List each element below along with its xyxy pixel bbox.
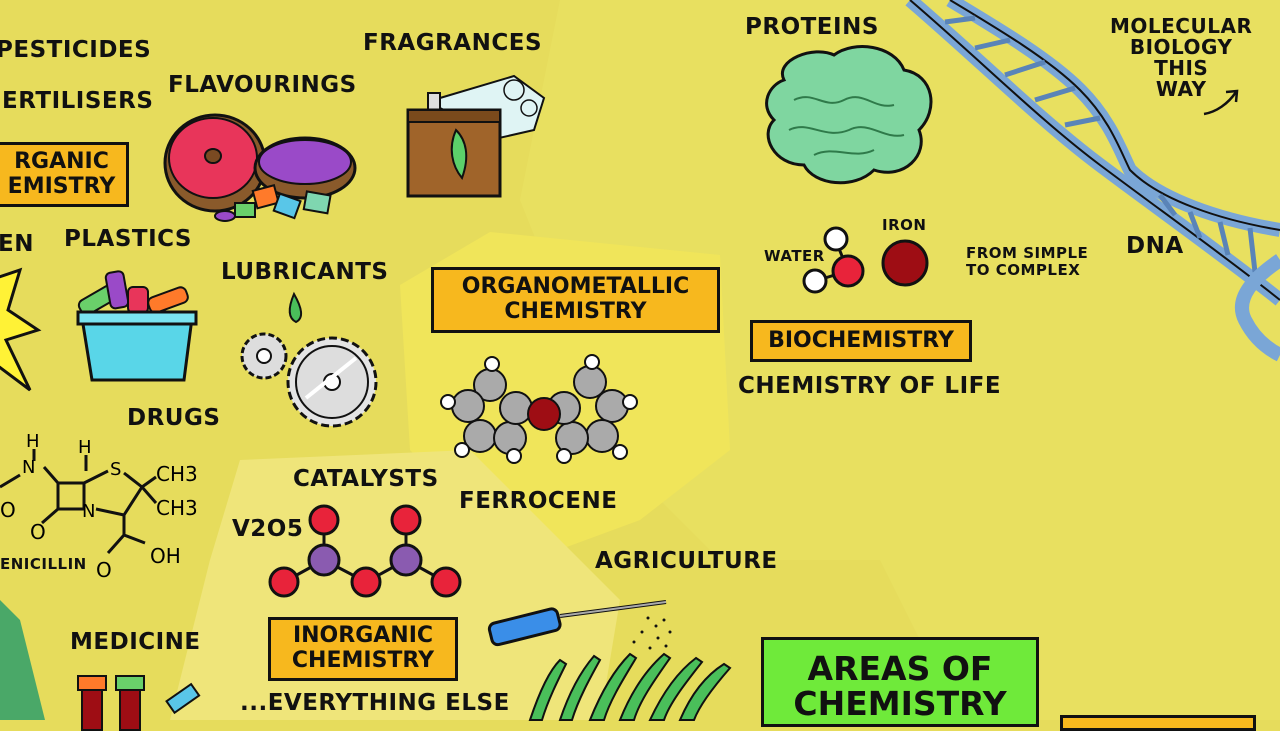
box-organometallic-chemistry: ORGANOMETALLIC CHEMISTRY bbox=[431, 267, 720, 333]
ferrocene-molecule-icon bbox=[440, 354, 638, 464]
penicillin-ch3a: CH3 bbox=[156, 462, 198, 486]
label-iron: IRON bbox=[882, 216, 927, 234]
donut-icon bbox=[163, 113, 357, 222]
green-edge bbox=[0, 600, 45, 720]
arrow-icon bbox=[1203, 89, 1239, 116]
label-water: WATER bbox=[764, 247, 825, 265]
penicillin-oh: OH bbox=[150, 544, 181, 568]
label-ferrocene: FERROCENE bbox=[459, 488, 618, 514]
label-fragrances: FRAGRANCES bbox=[363, 30, 543, 56]
label-partial-en: EN bbox=[0, 231, 34, 257]
plastics-bucket-icon bbox=[76, 270, 198, 382]
perfume-bottle-icon bbox=[406, 74, 546, 198]
v2o5-molecule-icon bbox=[268, 504, 462, 598]
label-proteins: PROTEINS bbox=[745, 14, 879, 40]
penicillin-structure-icon: H H N S N O O O CH3 CH3 OH bbox=[0, 431, 198, 582]
label-agriculture: AGRICULTURE bbox=[595, 548, 778, 574]
penicillin-ch3b: CH3 bbox=[156, 496, 198, 520]
label-v2o5: V2O5 bbox=[232, 516, 304, 542]
box-biochemistry: BIOCHEMISTRY bbox=[750, 320, 972, 362]
penicillin-o2: O bbox=[0, 498, 16, 522]
label-dna: DNA bbox=[1126, 233, 1184, 259]
label-molecular-biology: MOLECULAR BIOLOGY THIS WAY bbox=[1110, 14, 1253, 101]
penicillin-h1: H bbox=[26, 431, 40, 452]
penicillin-n2: N bbox=[82, 501, 95, 522]
box-organic-chemistry: RGANIC EMISTRY bbox=[0, 142, 129, 207]
gears-icon bbox=[240, 291, 378, 428]
iron-atom-icon bbox=[881, 239, 929, 287]
label-penicillin: ENICILLIN bbox=[0, 555, 87, 573]
test-tubes-icon bbox=[77, 675, 201, 731]
crops-icon bbox=[528, 652, 732, 721]
label-pesticides: PESTICIDES bbox=[0, 37, 152, 63]
label-medicine: MEDICINE bbox=[70, 629, 201, 655]
label-catalysts: CATALYSTS bbox=[293, 466, 439, 492]
box-partial-right bbox=[1060, 715, 1256, 731]
penicillin-n1: N bbox=[22, 457, 35, 478]
label-drugs: DRUGS bbox=[127, 405, 221, 431]
protein-icon bbox=[765, 45, 933, 185]
penicillin-o1: O bbox=[30, 520, 46, 544]
label-chemistry-of-life: CHEMISTRY OF LIFE bbox=[738, 373, 1002, 399]
burst-icon bbox=[0, 267, 42, 392]
label-plastics: PLASTICS bbox=[64, 226, 192, 252]
label-flavourings: FLAVOURINGS bbox=[168, 72, 357, 98]
penicillin-s: S bbox=[110, 459, 121, 480]
label-fertilisers: ERTILISERS bbox=[2, 88, 154, 114]
penicillin-o3: O bbox=[96, 558, 112, 582]
penicillin-h2: H bbox=[78, 437, 92, 458]
label-lubricants: LUBRICANTS bbox=[221, 259, 389, 285]
box-inorganic-chemistry: INORGANIC CHEMISTRY bbox=[268, 617, 458, 681]
label-from-simple: FROM SIMPLE TO COMPLEX bbox=[966, 244, 1089, 279]
water-molecule-icon bbox=[802, 226, 865, 294]
sprayer-icon bbox=[487, 600, 672, 650]
label-everything-else: ...EVERYTHING ELSE bbox=[240, 690, 510, 716]
box-areas-of-chemistry: AREAS OF CHEMISTRY bbox=[761, 637, 1039, 727]
